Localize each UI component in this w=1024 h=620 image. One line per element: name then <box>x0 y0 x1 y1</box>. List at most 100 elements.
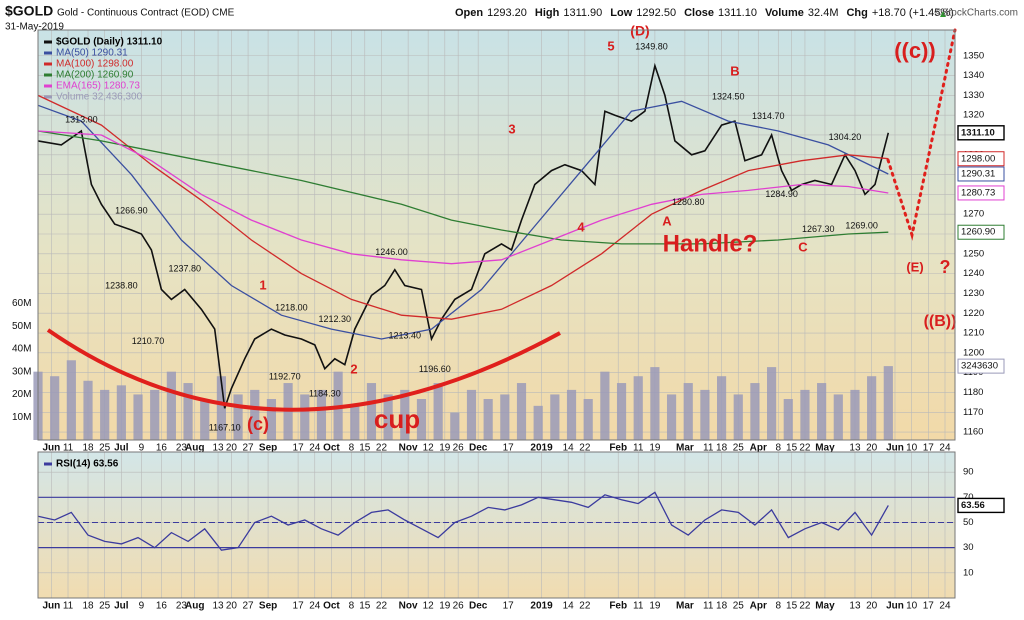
wave-label: 2 <box>350 361 357 376</box>
x-tick-label: 11 <box>703 443 714 454</box>
projection <box>886 28 957 241</box>
price-label: 1237.80 <box>168 263 201 273</box>
x-tick-label: 8 <box>775 443 781 454</box>
volume-bar <box>666 394 677 440</box>
x-tick-label: Sep <box>259 443 277 454</box>
volume-bar <box>683 383 693 440</box>
wave-label: (E) <box>906 259 923 274</box>
x-tick-label: 25 <box>733 601 745 612</box>
x-tick-label: 17 <box>293 443 305 454</box>
quote-label: High <box>535 7 560 19</box>
wave-label: C <box>798 239 808 254</box>
x-tick-label: Mar <box>676 443 694 454</box>
x-tick-label: 14 <box>563 601 575 612</box>
x-tick-label: 13 <box>213 601 225 612</box>
x-tick-label: Jul <box>114 443 129 454</box>
x-tick-label: 11 <box>703 601 714 612</box>
x-tick-label: 22 <box>579 601 591 612</box>
x-tick-label: 20 <box>226 443 238 454</box>
price-label: 1324.50 <box>712 92 745 102</box>
x-tick-label: 9 <box>139 601 145 612</box>
volume-bar <box>483 399 493 440</box>
x-tick-label: 20 <box>866 601 878 612</box>
x-tick-label: Dec <box>469 601 488 612</box>
volume-bar <box>716 376 727 440</box>
volume-bar <box>366 383 377 440</box>
value-tag-label: 1260.90 <box>961 227 995 238</box>
x-tick-label: 26 <box>453 601 465 612</box>
x-tick-label: 25 <box>733 443 745 454</box>
x-tick-label: 17 <box>503 601 515 612</box>
value-tag <box>957 224 1005 240</box>
x-tick-label: 19 <box>439 601 451 612</box>
volume-bar <box>383 394 393 440</box>
price-label: 1167.10 <box>209 422 241 432</box>
x-tick-label: Sep <box>259 601 277 612</box>
wave-label: B <box>730 63 739 78</box>
series-line <box>37 100 889 340</box>
panel-background <box>37 29 956 441</box>
x-tick-label: 17 <box>503 443 515 454</box>
quote-label: Close <box>684 7 714 19</box>
volume-bar <box>100 389 110 440</box>
x-tick-label: 14 <box>563 443 575 454</box>
x-tick-label: Aug <box>185 601 204 612</box>
x-tick-label: 15 <box>786 443 798 454</box>
x-tick-label: 23 <box>176 601 188 612</box>
value-tag-label: 1311.10 <box>961 127 995 138</box>
volume-bar <box>116 385 126 440</box>
volume-bar <box>166 371 176 440</box>
x-tick-label: May <box>815 601 835 612</box>
price-label: 1313.00 <box>65 114 98 124</box>
x-tick-label: 15 <box>786 601 798 612</box>
y-tick-label: 1220 <box>963 308 984 319</box>
volume-bar <box>616 383 627 440</box>
y-tick-label: 70 <box>963 492 974 503</box>
legend-label: MA(50) 1290.31 <box>56 48 128 59</box>
y-tick-label: 10 <box>963 567 974 578</box>
x-tick-label: 17 <box>923 601 935 612</box>
volume-bar <box>350 405 360 440</box>
x-tick-label: 24 <box>309 443 321 454</box>
y-tick-label: 1330 <box>963 90 984 101</box>
quote-label: Volume <box>765 7 804 19</box>
value-tag <box>957 125 1005 141</box>
x-tick-label: 19 <box>649 601 661 612</box>
x-tick-label: 19 <box>439 443 451 454</box>
value-tag <box>957 358 1005 374</box>
volume-bar <box>466 389 477 440</box>
x-tick-label: 18 <box>716 601 728 612</box>
volume-bar <box>783 399 793 440</box>
legend-label: EMA(165) 1280.73 <box>56 81 140 92</box>
y2-tick-label: 30M <box>12 366 31 377</box>
volume-bar <box>416 399 427 440</box>
value-tag-label: 1298.00 <box>961 153 995 164</box>
x-tick-label: Aug <box>185 443 204 454</box>
volume-bar <box>533 405 543 440</box>
y2-tick-label: 40M <box>12 344 31 355</box>
volume-bar <box>316 389 327 440</box>
x-tick-label: 11 <box>63 443 74 454</box>
volume-bar <box>266 399 277 440</box>
y-tick-label: 1340 <box>963 70 984 81</box>
volume-bar <box>250 389 260 440</box>
volume-bar <box>516 383 527 440</box>
price-label: 1284.90 <box>765 189 798 199</box>
quote-value: 1311.10 <box>718 7 757 19</box>
x-tick-label: Oct <box>323 601 340 612</box>
x-tick-label: 2019 <box>530 601 553 612</box>
x-tick-label: 23 <box>176 443 188 454</box>
price-line <box>37 62 890 409</box>
y-tick-label: 1250 <box>963 248 984 259</box>
y-tick-label: 1320 <box>963 110 984 121</box>
x-tick-label: Apr <box>750 443 767 454</box>
value-tag <box>957 166 1005 182</box>
y-tick-label: 1350 <box>963 50 984 61</box>
x-tick-label: 15 <box>359 443 371 454</box>
x-tick-label: 2019 <box>530 443 553 454</box>
volume-bar <box>850 389 860 440</box>
volume-bar <box>633 376 643 440</box>
wave-label: ? <box>940 257 951 277</box>
x-tick-label: 27 <box>243 601 255 612</box>
